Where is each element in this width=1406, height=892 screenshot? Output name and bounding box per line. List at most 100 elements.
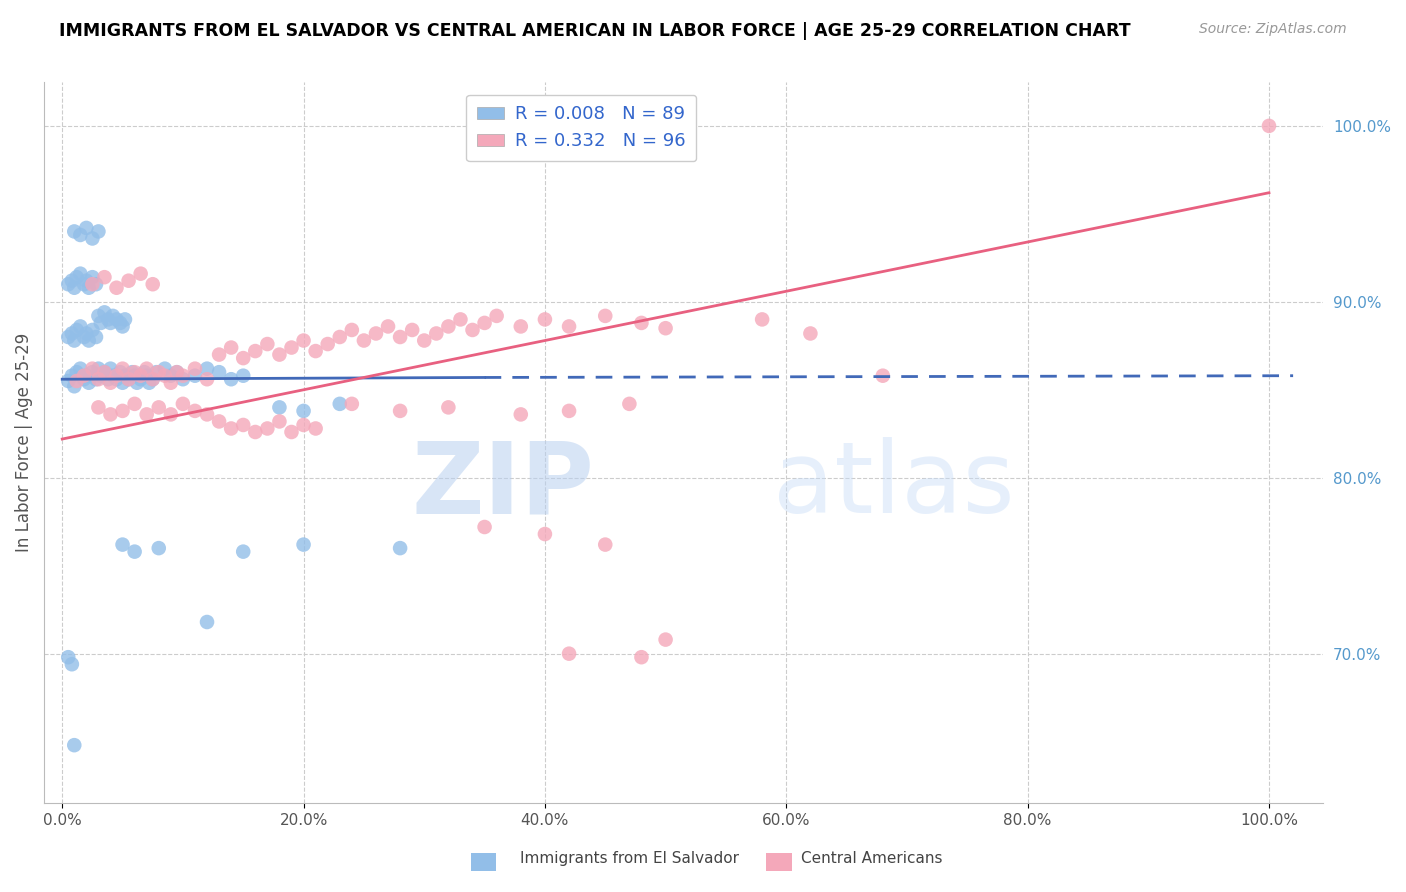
Point	[534, 312, 557, 326]
Point	[111, 404, 134, 418]
Point	[63, 334, 86, 348]
Point	[172, 368, 194, 383]
Point	[100, 376, 122, 390]
Point	[82, 365, 104, 379]
Point	[292, 417, 315, 432]
Point	[90, 368, 112, 383]
Point	[401, 323, 423, 337]
Point	[66, 270, 89, 285]
Point	[134, 365, 156, 379]
Point	[166, 365, 188, 379]
Point	[105, 281, 128, 295]
Point	[208, 414, 231, 428]
Point	[108, 365, 131, 379]
Point	[93, 365, 115, 379]
Point	[654, 632, 676, 647]
Point	[117, 372, 139, 386]
Point	[219, 372, 242, 386]
Point	[534, 527, 557, 541]
Text: atlas: atlas	[773, 437, 1015, 534]
Point	[304, 421, 326, 435]
Point	[280, 425, 302, 439]
Point	[129, 372, 152, 386]
Point	[75, 221, 97, 235]
Point	[60, 326, 83, 341]
Point	[87, 309, 110, 323]
Point	[437, 401, 460, 415]
Point	[129, 368, 152, 383]
Point	[256, 337, 278, 351]
Point	[316, 337, 339, 351]
Point	[142, 372, 165, 386]
Point	[166, 365, 188, 379]
Point	[292, 334, 315, 348]
Point	[105, 372, 128, 386]
Point	[121, 365, 143, 379]
Point	[111, 361, 134, 376]
Point	[58, 650, 80, 665]
Point	[474, 316, 496, 330]
Point	[73, 277, 96, 292]
Point	[66, 365, 89, 379]
Point	[82, 231, 104, 245]
Point	[135, 368, 157, 383]
Point	[60, 274, 83, 288]
Point	[124, 365, 146, 379]
Point	[124, 397, 146, 411]
Point	[82, 277, 104, 292]
Point	[619, 397, 641, 411]
Point	[69, 227, 91, 242]
Point	[66, 374, 89, 388]
Point	[159, 408, 181, 422]
Point	[153, 361, 176, 376]
Point	[389, 330, 412, 344]
Point	[87, 401, 110, 415]
Point	[58, 277, 80, 292]
Point	[97, 372, 120, 386]
Point	[425, 326, 447, 341]
Point	[117, 274, 139, 288]
Point	[58, 374, 80, 388]
Point	[437, 319, 460, 334]
Point	[87, 361, 110, 376]
Point	[280, 341, 302, 355]
Point	[329, 397, 352, 411]
Point	[172, 397, 194, 411]
Point	[73, 330, 96, 344]
Point	[184, 361, 207, 376]
Point	[69, 319, 91, 334]
Point	[129, 267, 152, 281]
Point	[195, 372, 218, 386]
Point	[172, 372, 194, 386]
Point	[799, 326, 821, 341]
Point	[413, 334, 436, 348]
Point	[148, 541, 170, 555]
Point	[93, 305, 115, 319]
Point	[159, 368, 181, 383]
Point	[63, 738, 86, 752]
Point	[82, 323, 104, 337]
Point	[558, 647, 581, 661]
Point	[77, 281, 100, 295]
Point	[66, 323, 89, 337]
Point	[135, 408, 157, 422]
Point	[108, 316, 131, 330]
Point	[125, 376, 148, 390]
Point	[63, 281, 86, 295]
Point	[304, 344, 326, 359]
Point	[208, 365, 231, 379]
Point	[153, 368, 176, 383]
Point	[485, 309, 508, 323]
Point	[184, 368, 207, 383]
Point	[353, 334, 375, 348]
Point	[1258, 119, 1281, 133]
Point	[449, 312, 471, 326]
Y-axis label: In Labor Force | Age 25-29: In Labor Force | Age 25-29	[15, 333, 32, 552]
Point	[142, 372, 165, 386]
Point	[558, 404, 581, 418]
Point	[232, 368, 254, 383]
Point	[872, 368, 894, 383]
Point	[84, 277, 107, 292]
Point	[82, 361, 104, 376]
Point	[69, 267, 91, 281]
